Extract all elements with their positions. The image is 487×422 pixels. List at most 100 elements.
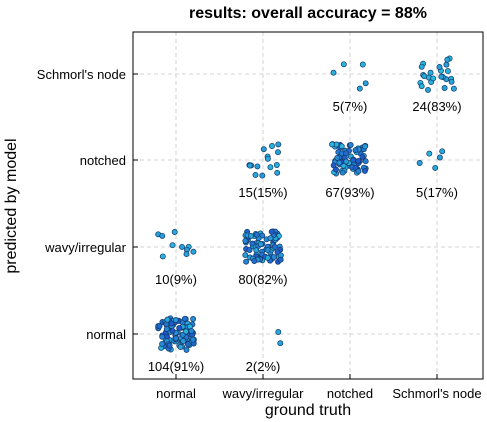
- point-notched-as-notched: [350, 157, 357, 164]
- point-wavy-irregular-as-notched: [269, 143, 275, 149]
- y-tick-label-normal: normal: [86, 327, 126, 342]
- point-wavy-irregular-as-wavy-irregular: [268, 228, 275, 235]
- point-schmorl-s-node-as-schmorl-s-node: [438, 73, 445, 80]
- point-schmorl-s-node-as-schmorl-s-node: [436, 64, 443, 70]
- count-label-schmorl-s-node-as-notched: 5(17%): [416, 185, 458, 200]
- point-notched-as-notched: [361, 167, 368, 174]
- data-points: [155, 55, 457, 353]
- point-normal-as-normal: [190, 336, 196, 343]
- point-schmorl-s-node-as-schmorl-s-node: [427, 69, 434, 76]
- y-tick-label-schmorl-s-node: Schmorl's node: [37, 67, 126, 82]
- point-normal-as-wavy-irregular: [183, 251, 190, 258]
- point-wavy-irregular-as-wavy-irregular: [243, 258, 250, 265]
- point-schmorl-s-node-as-schmorl-s-node: [443, 61, 450, 68]
- point-wavy-irregular-as-wavy-irregular: [257, 241, 264, 248]
- point-notched-as-notched: [343, 158, 350, 165]
- point-wavy-irregular-as-wavy-irregular: [249, 240, 256, 247]
- point-schmorl-s-node-as-notched: [439, 148, 446, 155]
- chart-title: results: overall accuracy = 88%: [189, 5, 427, 22]
- point-notched-as-notched: [339, 169, 346, 176]
- point-normal-as-wavy-irregular: [159, 232, 166, 239]
- point-schmorl-s-node-as-notched: [426, 150, 433, 157]
- point-schmorl-s-node-as-notched: [436, 154, 443, 161]
- point-wavy-irregular-as-wavy-irregular: [271, 244, 278, 250]
- point-schmorl-s-node-as-schmorl-s-node: [430, 75, 437, 82]
- point-wavy-irregular-as-notched: [264, 155, 271, 162]
- y-tick-label-notched: notched: [80, 153, 126, 168]
- point-normal-as-normal: [164, 316, 171, 323]
- point-notched-as-notched: [338, 143, 345, 150]
- point-wavy-irregular-as-wavy-irregular: [248, 233, 254, 239]
- count-label-normal-as-wavy-irregular: 10(9%): [155, 272, 197, 287]
- point-normal-as-normal: [188, 328, 195, 334]
- point-notched-as-notched: [362, 158, 369, 165]
- point-normal-as-normal: [169, 327, 176, 334]
- point-normal-as-normal: [163, 321, 170, 328]
- point-normal-as-normal: [183, 346, 190, 353]
- point-normal-as-wavy-irregular: [190, 248, 197, 255]
- point-normal-as-wavy-irregular: [171, 229, 178, 235]
- point-notched-as-schmorl-s-node: [330, 69, 337, 76]
- point-notched-as-notched: [343, 150, 350, 157]
- point-wavy-irregular-as-notched: [267, 164, 274, 171]
- point-normal-as-normal: [172, 335, 179, 342]
- point-wavy-irregular-as-notched: [260, 146, 267, 153]
- point-schmorl-s-node-as-schmorl-s-node: [418, 63, 425, 70]
- axis-ticks: normal normal wavy/irregular wavy/irregular…: [37, 67, 482, 401]
- point-wavy-irregular-as-notched: [259, 172, 266, 179]
- y-axis-label: predicted by model: [3, 138, 20, 273]
- point-notched-as-notched: [352, 147, 359, 154]
- count-label-notched-as-notched: 67(93%): [325, 185, 374, 200]
- point-wavy-irregular-as-wavy-irregular: [251, 258, 258, 264]
- point-normal-as-wavy-irregular: [179, 243, 185, 250]
- point-normal-as-normal: [176, 325, 183, 331]
- point-schmorl-s-node-as-schmorl-s-node: [425, 86, 431, 93]
- point-schmorl-s-node-as-schmorl-s-node: [421, 73, 428, 80]
- y-tick-label-wavy-irregular: wavy/irregular: [44, 240, 127, 255]
- point-wavy-irregular-as-wavy-irregular: [270, 254, 277, 261]
- point-wavy-irregular-as-wavy-irregular: [267, 235, 274, 242]
- point-normal-as-wavy-irregular: [169, 242, 176, 249]
- count-label-wavy-irregular-as-normal: 2(2%): [246, 359, 281, 374]
- point-notched-as-schmorl-s-node: [362, 80, 369, 87]
- point-notched-as-notched: [362, 143, 368, 150]
- point-schmorl-s-node-as-schmorl-s-node: [444, 56, 451, 63]
- point-normal-as-normal: [179, 331, 186, 338]
- point-schmorl-s-node-as-schmorl-s-node: [441, 85, 448, 91]
- plot-frame: [132, 31, 484, 380]
- point-wavy-irregular-as-notched: [252, 171, 259, 178]
- point-wavy-irregular-as-notched: [254, 163, 261, 170]
- count-label-normal-as-normal: 104(91%): [148, 359, 204, 374]
- count-label-notched-as-schmorl-s-node: 5(7%): [333, 99, 368, 114]
- point-normal-as-normal: [184, 341, 191, 348]
- point-wavy-irregular-as-wavy-irregular: [242, 252, 249, 259]
- point-normal-as-wavy-irregular: [159, 253, 166, 260]
- point-wavy-irregular-as-notched: [246, 162, 253, 169]
- point-schmorl-s-node-as-schmorl-s-node: [448, 78, 455, 85]
- count-label-wavy-irregular-as-wavy-irregular: 80(82%): [238, 272, 287, 287]
- x-tick-label-notched: notched: [327, 386, 373, 401]
- x-tick-label-wavy-irregular: wavy/irregular: [222, 386, 305, 401]
- point-schmorl-s-node-as-notched: [432, 164, 439, 171]
- x-tick-label-schmorl-s-node: Schmorl's node: [392, 386, 481, 401]
- point-schmorl-s-node-as-schmorl-s-node: [418, 83, 425, 90]
- x-tick-label-normal: normal: [156, 386, 196, 401]
- point-normal-as-normal: [181, 315, 188, 322]
- point-wavy-irregular-as-wavy-irregular: [253, 231, 260, 238]
- point-notched-as-notched: [359, 153, 366, 160]
- point-normal-as-normal: [166, 342, 173, 349]
- count-label-schmorl-s-node-as-schmorl-s-node: 24(83%): [412, 99, 461, 114]
- point-wavy-irregular-as-notched: [273, 162, 280, 168]
- point-notched-as-notched: [336, 159, 343, 166]
- point-schmorl-s-node-as-notched: [416, 160, 423, 166]
- count-labels: 104(91%) 10(9%) 2(2%) 80(82%) 15(15%) 67(93%)…: [148, 99, 462, 374]
- point-wavy-irregular-as-notched: [274, 169, 281, 176]
- point-wavy-irregular-as-wavy-irregular: [277, 256, 284, 263]
- point-normal-as-normal: [159, 340, 166, 347]
- point-notched-as-notched: [334, 154, 341, 161]
- point-normal-as-normal: [164, 333, 170, 340]
- point-normal-as-normal: [172, 317, 179, 323]
- point-wavy-irregular-as-wavy-irregular: [242, 237, 249, 244]
- point-notched-as-notched: [330, 162, 337, 169]
- point-wavy-irregular-as-wavy-irregular: [264, 247, 271, 254]
